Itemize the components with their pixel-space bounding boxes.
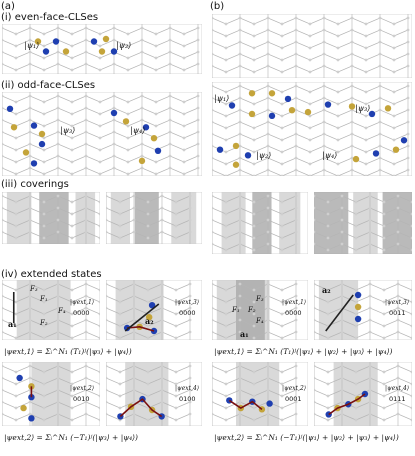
label-psi1-b: |ψ₁⟩	[214, 94, 230, 103]
extended-a-2	[106, 280, 202, 340]
extended-b-4	[314, 362, 412, 426]
face-f2-a: F₂	[40, 319, 48, 327]
extended-a-3	[2, 362, 100, 426]
code-ext1-b: 0000	[285, 309, 302, 317]
label-ext4-a: |ψext,4⟩	[175, 385, 200, 392]
code-ext3-a: 0000	[179, 309, 196, 317]
code-ext1-a: 0000	[73, 309, 90, 317]
panel-b-tag: (b)	[210, 1, 225, 12]
section-odd-face: (ii) odd-face-CLSes	[1, 80, 96, 91]
label-psi4-b: |ψ₄⟩	[322, 151, 338, 160]
code-ext3-b: 0011	[389, 309, 406, 317]
label-psi1-a: |ψ₁⟩	[24, 41, 40, 50]
lattice-odd-b	[212, 82, 412, 176]
section-even-face: (i) even-face-CLSes	[1, 12, 99, 23]
extended-b-3	[212, 362, 308, 426]
code-ext4-b: 0111	[389, 395, 406, 403]
lattice-even-b	[212, 14, 412, 78]
label-ext2-b: |ψext,2⟩	[282, 385, 307, 392]
label-ext1-a: |ψext,1⟩	[70, 299, 95, 306]
vector-a1-a: a₁	[8, 319, 17, 329]
covering-b-1	[212, 192, 308, 254]
extended-a-4	[106, 362, 202, 426]
label-psi3-a: |ψ₃⟩	[60, 126, 76, 135]
face-f3-a: F₃	[30, 285, 38, 293]
code-ext2-b: 0001	[285, 395, 302, 403]
extended-b-2	[314, 280, 412, 340]
label-psi4-a: |ψ₄⟩	[130, 126, 146, 135]
vector-a2-b: a₂	[322, 285, 331, 295]
code-ext4-a: 0100	[179, 395, 196, 403]
face-f1-b: F₁	[232, 306, 240, 314]
label-psi3-b: |ψ₃⟩	[355, 104, 371, 113]
face-f1-a: F₁	[40, 295, 48, 303]
formula-b-top: |ψext,1⟩ = Σᵢ^N₁ (T₁)ʲ(|ψ₁⟩ + |ψ₂⟩ + |ψ₃…	[214, 347, 393, 356]
face-f2-b: F₂	[248, 306, 256, 314]
vector-a2-a: a₂	[145, 316, 154, 326]
label-psi2-a: |ψ₂⟩	[116, 41, 132, 50]
covering-a-2	[106, 192, 202, 244]
lattice-odd-a	[2, 92, 202, 176]
formula-a-bottom: |ψext,2⟩ = Σᵢ^N₁ (−T₁)ʲ(|ψ₃⟩ + |ψ₄⟩)	[4, 433, 138, 442]
label-ext2-a: |ψext,2⟩	[70, 385, 95, 392]
extended-a-1	[2, 280, 100, 340]
lattice-even-a	[2, 24, 202, 74]
formula-b-bottom: |ψext,2⟩ = Σᵢ^N₁ (−T₁)ʲ(|ψ₁⟩ + |ψ₂⟩ + |ψ…	[214, 433, 399, 442]
formula-a-top: |ψext,1⟩ = Σᵢ^N₁ (T₁)ʲ(|ψ₃⟩ + |ψ₄⟩)	[4, 347, 132, 356]
face-f4-a: F₄	[58, 307, 66, 315]
covering-b-2	[314, 192, 412, 254]
label-ext4-b: |ψext,4⟩	[385, 385, 410, 392]
label-ext1-b: |ψext,1⟩	[282, 299, 307, 306]
section-coverings: (iii) coverings	[1, 179, 69, 190]
label-psi2-b: |ψ₂⟩	[256, 151, 272, 160]
section-extended: (iv) extended states	[1, 269, 102, 280]
face-f4-b: F₄	[256, 317, 264, 325]
vector-a1-b: a₁	[240, 329, 249, 339]
label-ext3-b: |ψext,3⟩	[385, 299, 410, 306]
panel-a-tag: (a)	[1, 1, 15, 12]
covering-a-1	[2, 192, 100, 244]
extended-b-1	[212, 280, 308, 340]
face-f3-b: F₃	[256, 295, 264, 303]
code-ext2-a: 0010	[73, 395, 90, 403]
label-ext3-a: |ψext,3⟩	[175, 299, 200, 306]
